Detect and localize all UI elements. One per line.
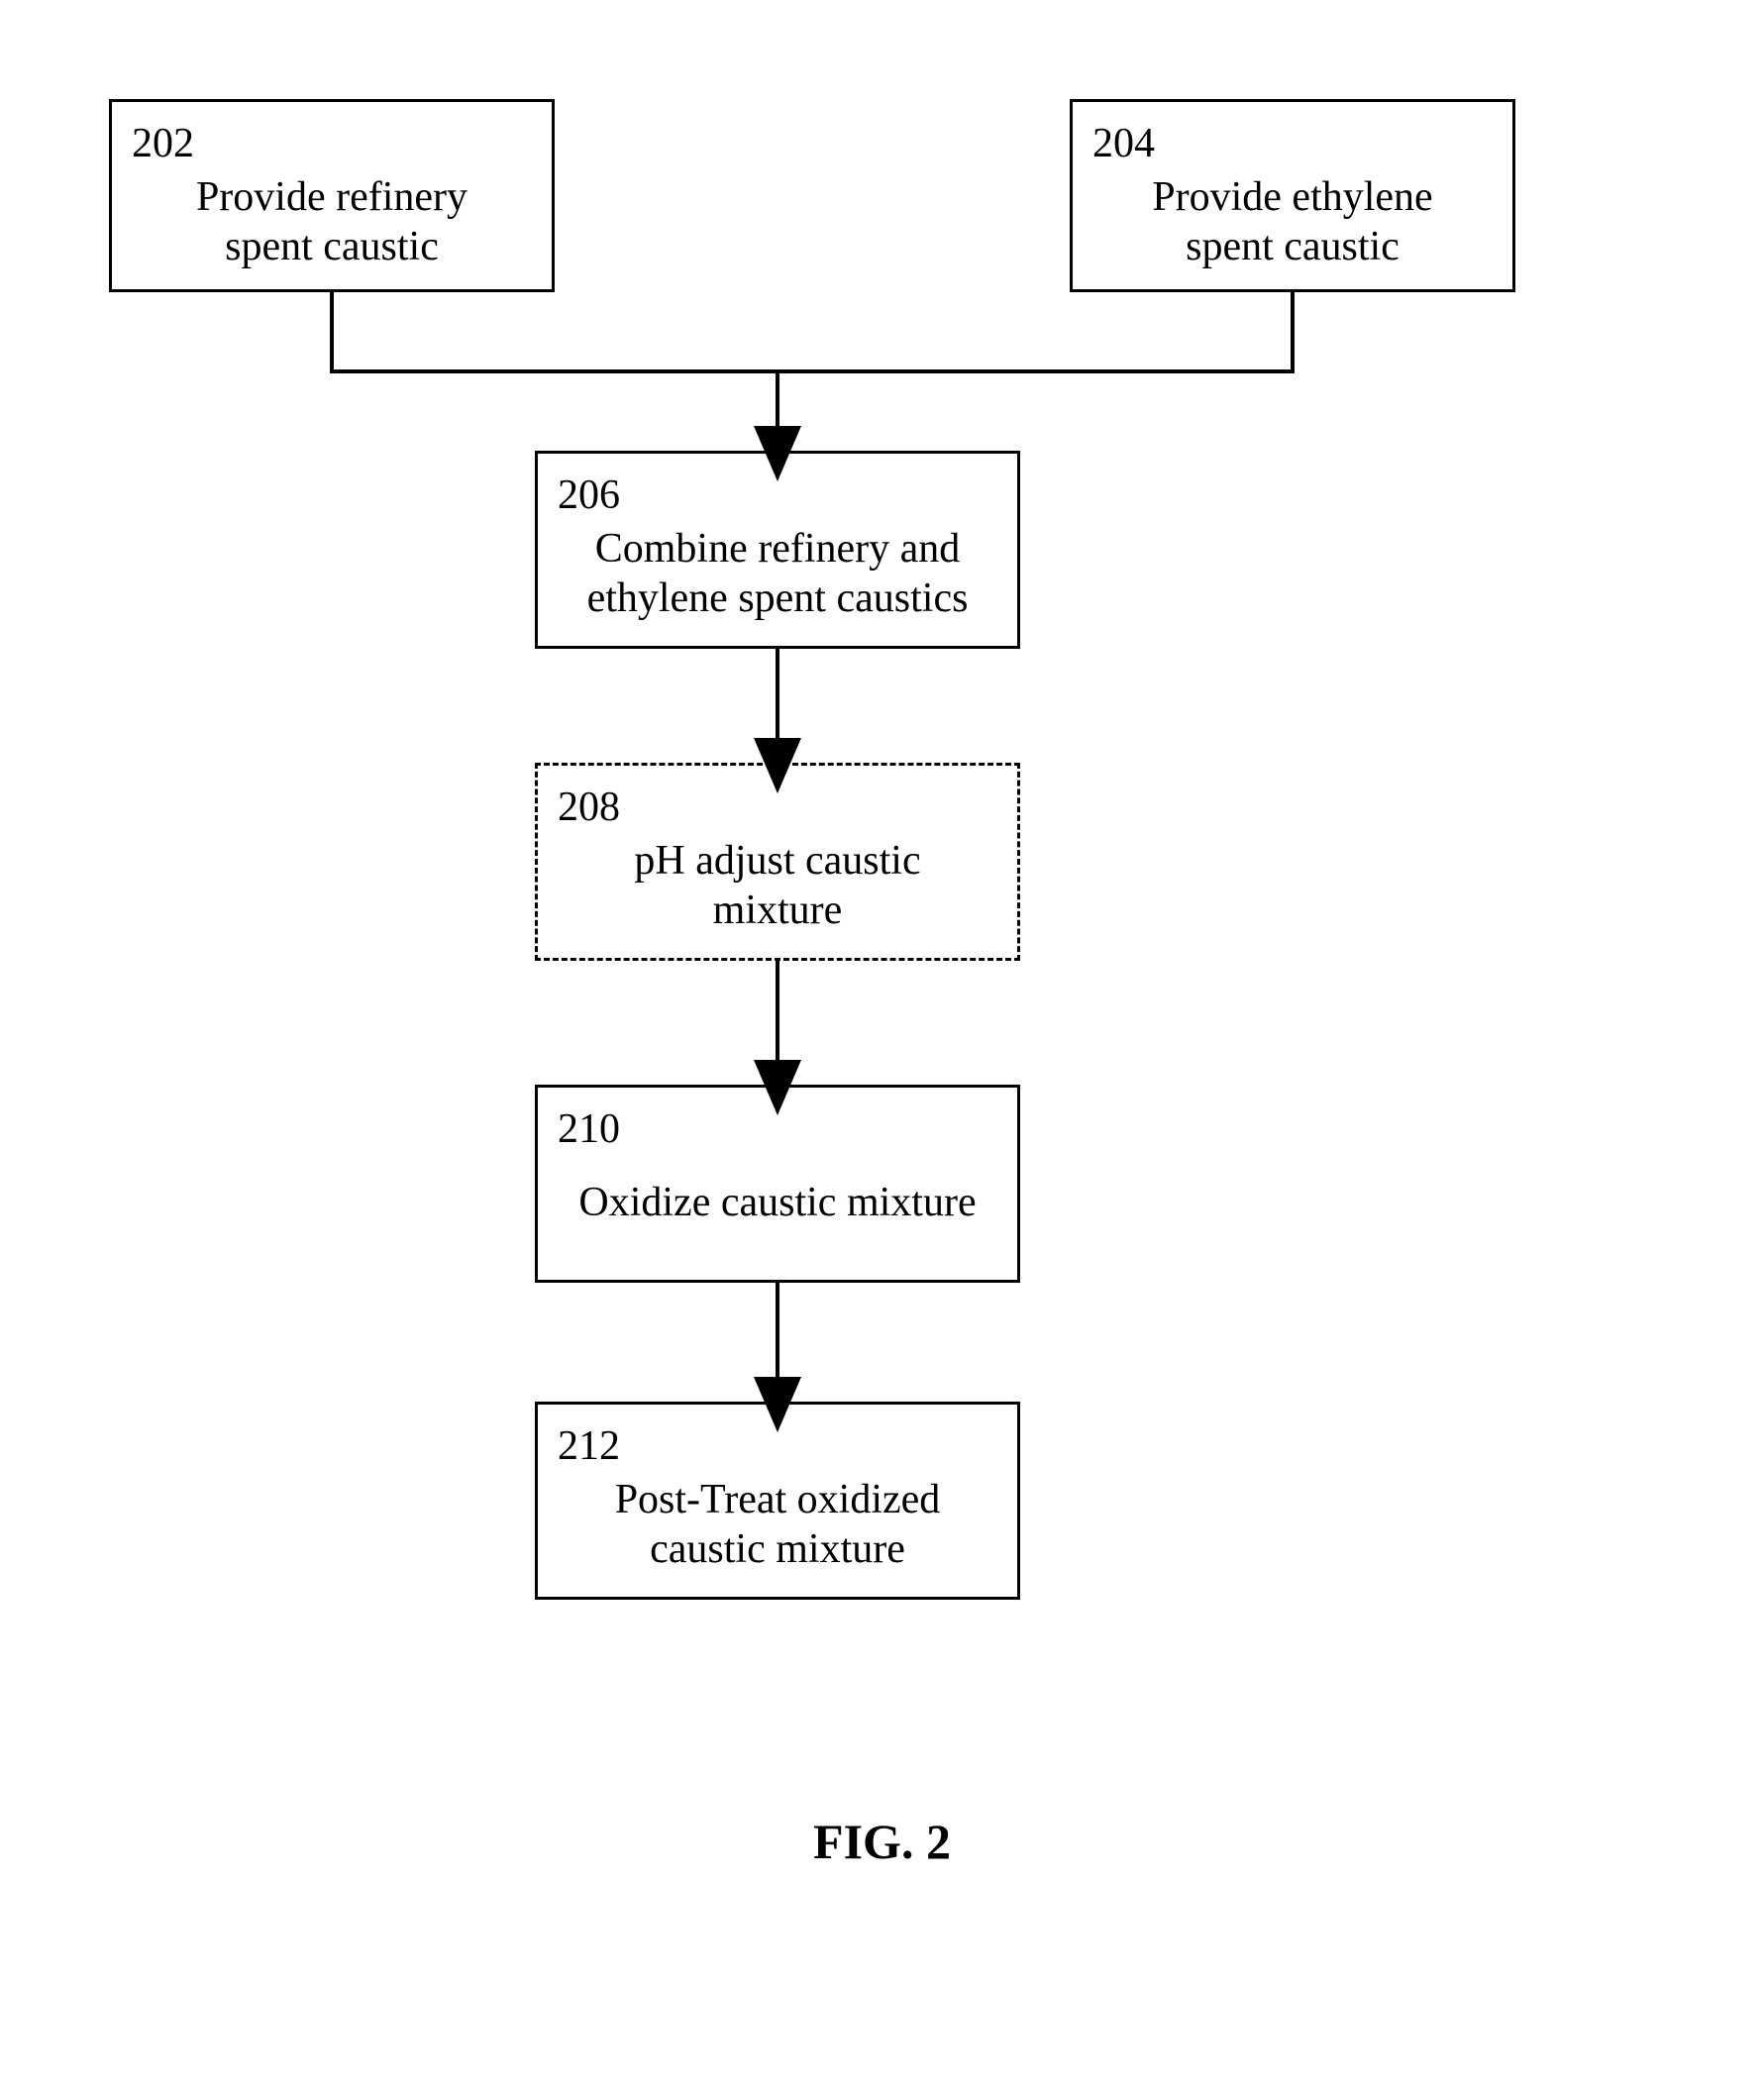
connectors-svg: [0, 0, 1764, 2092]
flowchart-container: 202 Provide refinery spent caustic 204 P…: [0, 0, 1764, 2092]
figure-label: FIG. 2: [0, 1813, 1764, 1870]
edge-202-merge: [332, 292, 778, 371]
edge-204-merge: [778, 292, 1293, 371]
